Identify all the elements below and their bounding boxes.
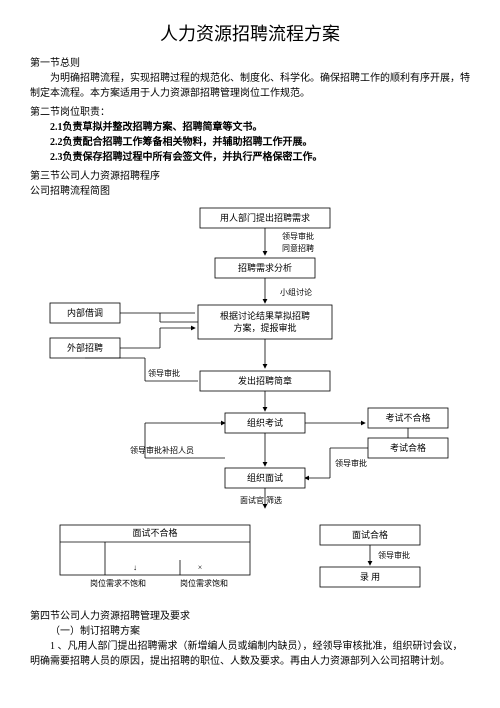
svg-text:组织面试: 组织面试 (247, 472, 283, 483)
svg-text:领导审批: 领导审批 (335, 458, 367, 468)
svg-text:小组讨论: 小组讨论 (280, 287, 312, 297)
svg-text:考试合格: 考试合格 (390, 442, 426, 453)
svg-text:领导审批: 领导审批 (148, 368, 180, 378)
section3-sub: 公司招聘流程简图 (30, 184, 470, 199)
svg-text:考试不合格: 考试不合格 (385, 412, 430, 423)
section1-head: 第一节总则 (30, 54, 470, 69)
svg-text:根据讨论结果草拟招聘: 根据讨论结果草拟招聘 (220, 310, 310, 321)
svg-text:发出招聘简章: 发出招聘简章 (238, 375, 292, 386)
flowchart-main: 用人部门提出招聘需求 领导审批 同意招聘 招聘需求分析 小组讨论 内部借调 外部… (30, 203, 470, 516)
svg-text:面试不合格: 面试不合格 (132, 527, 177, 538)
svg-text:面试合格: 面试合格 (352, 529, 388, 540)
sec2-item3: 2.3负责保存招聘过程中所有会签文件，并执行严格保密工作。 (30, 150, 470, 165)
svg-text:领导审批补招人员: 领导审批补招人员 (130, 445, 194, 455)
svg-text:岗位需求不饱和: 岗位需求不饱和 (90, 578, 146, 588)
section4-body: 1 、凡用人部门提出招聘需求（新增编人员或编制内缺员），经领导审核批准，组织研讨… (30, 639, 470, 669)
svg-text:组织考试: 组织考试 (247, 417, 283, 428)
svg-text:面试官 筛选: 面试官 筛选 (240, 495, 282, 505)
sec2-item1: 2.1负责草拟并整改招聘方案、招聘简章等文书。 (30, 120, 470, 135)
svg-text:领导审批: 领导审批 (282, 231, 314, 241)
svg-text:录 用: 录 用 (360, 572, 380, 582)
svg-text:↓: ↓ (133, 563, 137, 572)
svg-text:招聘需求分析: 招聘需求分析 (238, 262, 292, 273)
section3-head: 第三节公司人力资源招聘程序 (30, 167, 470, 182)
section4-sub: （一）制订招聘方案 (30, 624, 470, 639)
svg-text:岗位需求饱和: 岗位需求饱和 (180, 578, 228, 588)
svg-text:用人部门提出招聘需求: 用人部门提出招聘需求 (220, 212, 310, 223)
svg-text:×: × (198, 563, 203, 572)
svg-text:方案，提报审批: 方案，提报审批 (233, 322, 296, 333)
svg-text:内部借调: 内部借调 (67, 307, 103, 318)
svg-text:领导审批: 领导审批 (378, 550, 410, 560)
svg-text:外部招聘: 外部招聘 (67, 342, 103, 353)
section2-head: 第二节岗位职责： (30, 103, 470, 118)
sec2-item2: 2.2负责配合招聘工作筹备相关物料，并辅助招聘工作开展。 (30, 135, 470, 150)
flowchart-lower: 面试不合格 ↓ × 岗位需求不饱和 岗位需求饱和 面试合格 领导审批 录 用 (30, 520, 470, 603)
svg-text:同意招聘: 同意招聘 (282, 243, 314, 253)
page-title: 人力资源招聘流程方案 (30, 20, 470, 46)
section1-body: 为明确招聘流程，实现招聘过程的规范化、制度化、科学化。确保招聘工作的顺利有序开展… (30, 71, 470, 101)
section4-head: 第四节公司人力资源招聘管理及要求 (30, 607, 470, 622)
